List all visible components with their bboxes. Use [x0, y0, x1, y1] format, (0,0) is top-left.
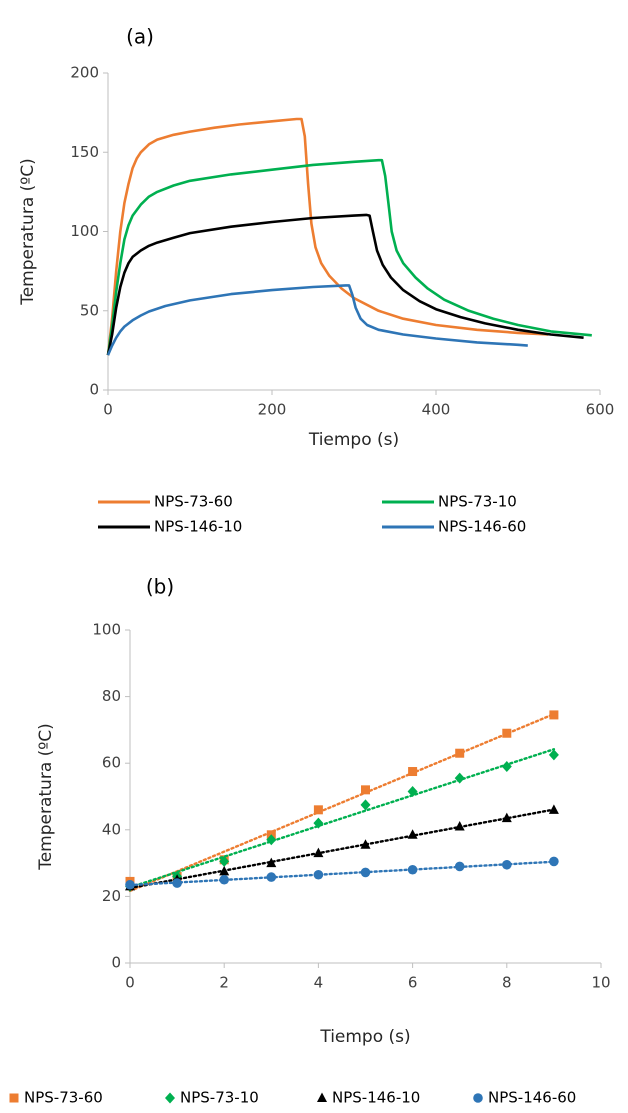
chart-b-y-tick-label: 80: [102, 687, 121, 705]
chart-b-data-point-nps-73-60: [502, 728, 512, 738]
chart-b-y-tick-label: 100: [92, 621, 121, 639]
chart-b-trendline-nps-146-10: [128, 808, 556, 890]
chart-b-data-point-nps-73-60: [408, 767, 418, 777]
chart-b-x-axis-title: Tiempo (s): [319, 1027, 410, 1047]
chart-b-legend-label: NPS-146-10: [332, 1089, 420, 1107]
chart-a-x-tick-label: 400: [422, 401, 451, 419]
chart-a-panel-label: (a): [126, 25, 154, 49]
chart-a-y-tick-label: 0: [89, 381, 99, 399]
chart-b-x-tick-label: 10: [591, 974, 610, 992]
chart-a-x-tick-label: 600: [586, 401, 615, 419]
chart-b-data-point-nps-73-10: [407, 786, 418, 798]
chart-a-series-line-nps-146-10: [106, 213, 584, 356]
chart-b-data-point-nps-73-60: [455, 748, 465, 758]
chart-b-data-point-nps-146-10: [407, 829, 418, 839]
chart-b-legend-marker: [317, 1092, 327, 1102]
chart-b-data-point-nps-146-60: [407, 864, 418, 875]
chart-b-data-point-nps-73-10: [266, 834, 277, 846]
chart-b-data-point-nps-146-10: [501, 812, 512, 823]
chart-b-data-point-nps-73-10: [501, 761, 512, 773]
chart-b-legend-marker: [165, 1092, 175, 1104]
chart-a-legend-label: NPS-146-60: [438, 518, 526, 536]
chart-b-legend-marker: [473, 1093, 483, 1103]
chart-b-legend-label: NPS-146-60: [488, 1089, 576, 1107]
chart-b-data-point-nps-146-10: [313, 847, 324, 858]
chart-b-legend-label: NPS-73-60: [24, 1089, 103, 1107]
chart-b-data-point-nps-73-10: [313, 817, 324, 829]
chart-a-series-line-nps-146-60: [106, 284, 528, 356]
chart-b-trendline-nps-73-60: [128, 712, 556, 893]
chart-b-data-point-nps-73-60: [313, 805, 323, 815]
chart-b-y-axis-title: Temperatura (ºC): [36, 723, 56, 871]
chart-b-data-point-nps-73-60: [361, 785, 370, 795]
chart-a-y-tick-label: 50: [80, 301, 99, 319]
chart-b-data-point-nps-146-60: [266, 872, 277, 882]
chart-a-y-tick-label: 100: [70, 222, 99, 240]
chart-b-data-point-nps-73-10: [454, 772, 465, 784]
chart-b-data-point-nps-73-10: [548, 749, 559, 761]
chart-b-data-point-nps-146-10: [548, 804, 559, 814]
chart-a-x-tick-label: 0: [103, 401, 113, 419]
chart-b-x-tick-label: 4: [314, 974, 324, 992]
chart-b-y-tick-label: 40: [102, 820, 121, 838]
chart-b-x-tick-label: 2: [219, 974, 229, 992]
chart-a-y-tick-label: 200: [70, 64, 99, 82]
chart-a-series-line-nps-73-10: [106, 158, 592, 356]
chart-a-x-axis-title: Tiempo (s): [308, 430, 399, 450]
chart-a-legend-label: NPS-73-60: [154, 493, 233, 511]
chart-b-data-point-nps-146-10: [360, 839, 371, 849]
chart-b-data-point-nps-146-10: [219, 865, 230, 876]
chart-a-series-line-nps-73-60: [106, 117, 549, 356]
chart-a-x-tick-label: 200: [258, 401, 287, 419]
chart-b-legend-label: NPS-73-10: [180, 1089, 259, 1107]
chart-b-data-point-nps-73-60: [549, 710, 559, 720]
chart-b-y-tick-label: 0: [111, 954, 121, 972]
chart-b-data-point-nps-146-60: [454, 861, 465, 872]
chart-b-data-point-nps-146-60: [549, 856, 559, 867]
chart-a-y-tick-label: 150: [70, 143, 99, 161]
chart-b-y-tick-label: 60: [102, 754, 121, 772]
chart-b-data-point-nps-146-60: [125, 879, 135, 890]
chart-b-data-point-nps-146-10: [454, 820, 465, 831]
chart-a-legend-label: NPS-146-10: [154, 518, 242, 536]
chart-b-data-point-nps-146-60: [219, 874, 229, 885]
chart-b-data-point-nps-146-60: [172, 878, 182, 888]
chart-b-trendline-nps-146-60: [128, 860, 556, 887]
chart-b-x-tick-label: 8: [502, 974, 512, 992]
chart-a-y-axis-title: Temperatura (ºC): [18, 158, 38, 306]
chart-b-legend-marker: [9, 1093, 19, 1103]
chart-b-data-point-nps-146-60: [360, 867, 371, 878]
chart-b-x-tick-label: 0: [125, 974, 135, 992]
chart-b-panel-label: (b): [146, 575, 174, 599]
chart-b-data-point-nps-146-10: [266, 857, 277, 868]
chart-b-data-point-nps-73-10: [360, 799, 371, 811]
chart-b-data-point-nps-146-60: [313, 869, 324, 880]
chart-b-trendline-nps-73-10: [128, 748, 556, 889]
chart-b-x-tick-label: 6: [408, 974, 418, 992]
chart-b-data-point-nps-146-60: [502, 859, 512, 870]
chart-b-y-tick-label: 20: [102, 887, 121, 905]
chart-b-data-point-nps-73-10: [219, 855, 230, 867]
chart-a-legend-label: NPS-73-10: [438, 493, 517, 511]
